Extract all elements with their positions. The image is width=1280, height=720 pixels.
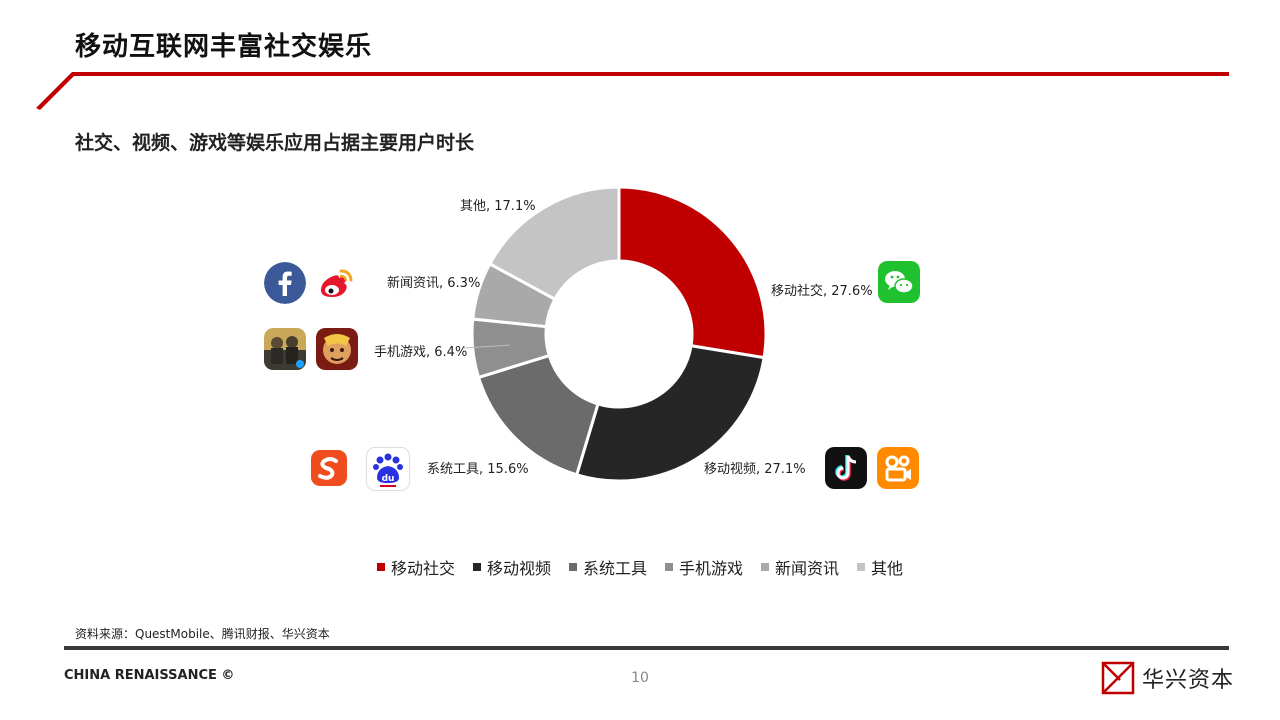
data-label-social: 移动社交, 27.6% [771,284,873,299]
data-label-video: 移动视频, 27.1% [704,462,806,477]
legend-swatch-games [665,563,673,571]
source-note: 资料来源：QuestMobile、腾讯财报、华兴资本 [75,627,330,641]
footer-divider [64,646,1229,650]
legend-label-video: 移动视频 [486,559,551,578]
donut-slice-tools [476,353,600,477]
logo-text: 华兴资本 [1142,668,1235,693]
donut-slice-other [487,185,621,302]
legend-item-video: 移动视频 [472,555,551,579]
donut-slice-social [617,185,768,360]
page-number: 10 [631,670,649,686]
title-underline [36,72,1229,110]
legend-item-other: 其他 [857,555,903,579]
chart-subtitle: 社交、视频、游戏等娱乐应用占据主要用户时长 [75,132,475,154]
legend-item-news: 新闻资讯 [761,555,839,579]
legend-label-social: 移动社交 [390,559,455,578]
data-label-tools: 系统工具, 15.6% [427,462,529,477]
data-label-games: 手机游戏, 6.4% [374,345,468,360]
company-logo: 华兴资本 [1100,660,1234,696]
douyin-icon [825,447,867,489]
legend-swatch-other [857,563,866,571]
legend-item-social: 移动社交 [376,555,455,579]
footer-brand: CHINA RENAISSANCE © [64,668,235,683]
kuaishou-icon [877,447,919,489]
honor-of-kings-icon [316,328,358,370]
sogou-icon [308,447,350,489]
data-label-news: 新闻资讯, 6.3% [387,276,481,291]
legend-label-tools: 系统工具 [582,559,647,578]
page-title: 移动互联网丰富社交娱乐 [75,32,373,62]
baidu-icon: du [366,447,410,491]
donut-slice-video [574,344,766,483]
legend-swatch-news [761,563,770,571]
legend-item-games: 手机游戏 [665,555,743,579]
data-label-other: 其他, 17.1% [460,199,536,214]
leader-line-games [463,344,511,349]
weibo-icon [315,262,357,304]
legend-swatch-video [472,563,481,571]
chart-legend: 移动社交 移动视频 系统工具 手机游戏 新闻资讯 其他 [0,555,1280,579]
legend-swatch-tools [568,563,577,571]
pubg-icon [264,328,306,370]
wechat-icon [878,261,920,303]
svg-text:du: du [382,474,395,484]
facebook-icon [264,262,306,304]
legend-label-other: 其他 [871,559,904,578]
legend-label-news: 新闻资讯 [775,559,840,578]
legend-item-tools: 系统工具 [568,555,647,579]
legend-swatch-social [376,563,385,571]
legend-label-games: 手机游戏 [679,559,744,578]
logo-mark-icon [1101,661,1135,695]
